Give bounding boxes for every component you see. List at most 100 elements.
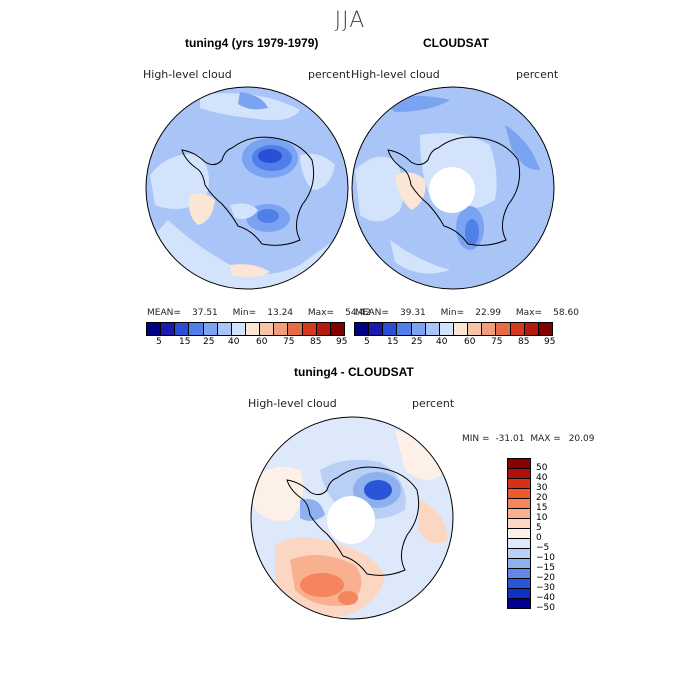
vbar3-swatch-1 xyxy=(508,469,530,479)
panel2-stats: MEAN= 39.31 Min= 22.99 Max= 58.60 xyxy=(355,308,579,318)
hbar1-swatch-1 xyxy=(161,323,176,335)
panel2-tick-4: 60 xyxy=(464,337,476,347)
hbar2-swatch-10 xyxy=(496,323,511,335)
panel3-title: tuning4 - CLOUDSAT xyxy=(294,365,414,379)
panel3-positive-patch-east xyxy=(418,500,448,544)
hbar2-swatch-13 xyxy=(538,323,553,335)
panel1-light-patch-east xyxy=(300,153,335,190)
panel1-background-field xyxy=(146,87,348,289)
panel1-tick-3: 40 xyxy=(228,337,240,347)
vbar3-swatch-9 xyxy=(508,549,530,559)
panel1-stats: MEAN= 37.51 Min= 13.24 Max= 54.42 xyxy=(147,308,371,318)
panel3-tick-12: −30 xyxy=(536,583,555,593)
panel3-positive-area-inner xyxy=(300,573,344,597)
vbar3-swatch-4 xyxy=(508,499,530,509)
panel2-cloud-ross-inner xyxy=(465,219,479,245)
hbar1-swatch-0 xyxy=(147,323,162,335)
panel3-tick-2: 30 xyxy=(536,483,548,493)
panel3-min-label: MIN = xyxy=(462,434,490,444)
panel1-mean-value: 37.51 xyxy=(192,308,218,318)
panel1-tick-7: 95 xyxy=(336,337,348,347)
panel1-tick-2: 25 xyxy=(203,337,215,347)
panel3-tick-5: 10 xyxy=(536,513,548,523)
panel1-max-label: Max= xyxy=(307,308,335,318)
panel1-tick-6: 85 xyxy=(310,337,322,347)
panel1-min-value: 13.24 xyxy=(267,308,294,318)
panel1-units-label: percent xyxy=(308,68,351,81)
panel3-tick-8: −5 xyxy=(536,543,550,553)
panel2-max-label: Max= xyxy=(515,308,543,318)
vbar3-swatch-14 xyxy=(508,599,530,609)
hbar2-swatch-0 xyxy=(355,323,370,335)
hbar1-swatch-2 xyxy=(175,323,190,335)
panel1-tick-1: 15 xyxy=(179,337,191,347)
hbar2-swatch-2 xyxy=(383,323,398,335)
hbar2-swatch-12 xyxy=(524,323,539,335)
panel3-negative-area-inner xyxy=(364,480,392,500)
panel1-warm-patch-south xyxy=(230,264,270,277)
panel3-tick-11: −20 xyxy=(536,573,555,583)
hbar2-swatch-11 xyxy=(510,323,525,335)
panel3-near-zero-patch-northeast xyxy=(395,430,445,480)
hbar1-swatch-10 xyxy=(288,323,303,335)
panel3-map xyxy=(251,417,453,619)
panel3-colorbar-ticks: 50 40 30 20 15 10 5 0 −5 −10 −15 −20 −30… xyxy=(536,463,576,623)
panel1-tick-5: 75 xyxy=(283,337,295,347)
panel2-blue-patch-east xyxy=(505,125,540,171)
vbar3-swatch-5 xyxy=(508,509,530,519)
panel3-max-value: 20.09 xyxy=(568,434,595,444)
panel3-tick-3: 20 xyxy=(536,493,548,503)
hbar2-swatch-4 xyxy=(411,323,426,335)
panel3-antarctica-outline xyxy=(286,466,420,576)
hbar2-swatch-6 xyxy=(439,323,454,335)
hbar1-swatch-12 xyxy=(316,323,331,335)
hbar2-swatch-5 xyxy=(425,323,440,335)
vbar3-swatch-11 xyxy=(508,569,530,579)
panel2-variable-label: High-level cloud xyxy=(351,68,440,81)
hbar1-swatch-7 xyxy=(245,323,261,335)
panel2-max-value: 58.60 xyxy=(553,308,579,318)
hbar2-swatch-1 xyxy=(369,323,384,335)
vbar3-swatch-8 xyxy=(508,539,530,549)
panel2-light-patch-south xyxy=(390,240,450,274)
panel1-map-border xyxy=(145,86,349,290)
panel2-tick-1: 15 xyxy=(387,337,399,347)
panel2-mean-value: 39.31 xyxy=(400,308,426,318)
season-title: JJA xyxy=(334,8,366,33)
panel3-min-value: -31.01 xyxy=(495,434,525,444)
panel2-colorbar xyxy=(354,322,553,336)
vbar3-swatch-7 xyxy=(508,529,530,539)
panel3-tick-6: 5 xyxy=(536,523,542,533)
panel1-tick-0: 5 xyxy=(156,337,162,347)
panel2-antarctica-outline xyxy=(387,136,521,246)
panel3-tick-14: −50 xyxy=(536,603,555,613)
panel3-max-label: MAX = xyxy=(530,434,561,444)
panel2-mean-label: MEAN= xyxy=(355,308,389,318)
panel3-map-border xyxy=(250,416,454,620)
panel1-cloud-max-inner xyxy=(258,149,282,163)
panel1-light-patch-south xyxy=(150,220,345,289)
panel3-negative-patch-west xyxy=(300,499,325,521)
hbar2-swatch-7 xyxy=(453,323,469,335)
hbar2-swatch-3 xyxy=(397,323,412,335)
panel2-tick-2: 25 xyxy=(411,337,423,347)
panel3-tick-9: −10 xyxy=(536,553,555,563)
hbar1-swatch-4 xyxy=(203,323,218,335)
panel2-tick-3: 40 xyxy=(436,337,448,347)
panel3-stats: MIN = -31.01 MAX = 20.09 xyxy=(462,434,594,444)
panel1-antarctica-outline xyxy=(181,136,315,246)
panel1-cloud-ross-inner xyxy=(257,209,279,223)
hbar1-swatch-11 xyxy=(302,323,317,335)
hbar1-swatch-3 xyxy=(189,323,204,335)
panel1-max-value: 54.42 xyxy=(345,308,371,318)
hbar2-swatch-9 xyxy=(482,323,497,335)
panel3-tick-0: 50 xyxy=(536,463,548,473)
panel3-tick-13: −40 xyxy=(536,593,555,603)
vbar3-swatch-6 xyxy=(508,519,530,529)
panel2-light-patch-west xyxy=(355,156,404,222)
panel2-title: CLOUDSAT xyxy=(423,36,489,50)
panel3-tick-1: 40 xyxy=(536,473,548,483)
panel2-tick-7: 95 xyxy=(544,337,556,347)
hbar2-swatch-8 xyxy=(468,323,483,335)
panel1-colorbar xyxy=(146,322,345,336)
